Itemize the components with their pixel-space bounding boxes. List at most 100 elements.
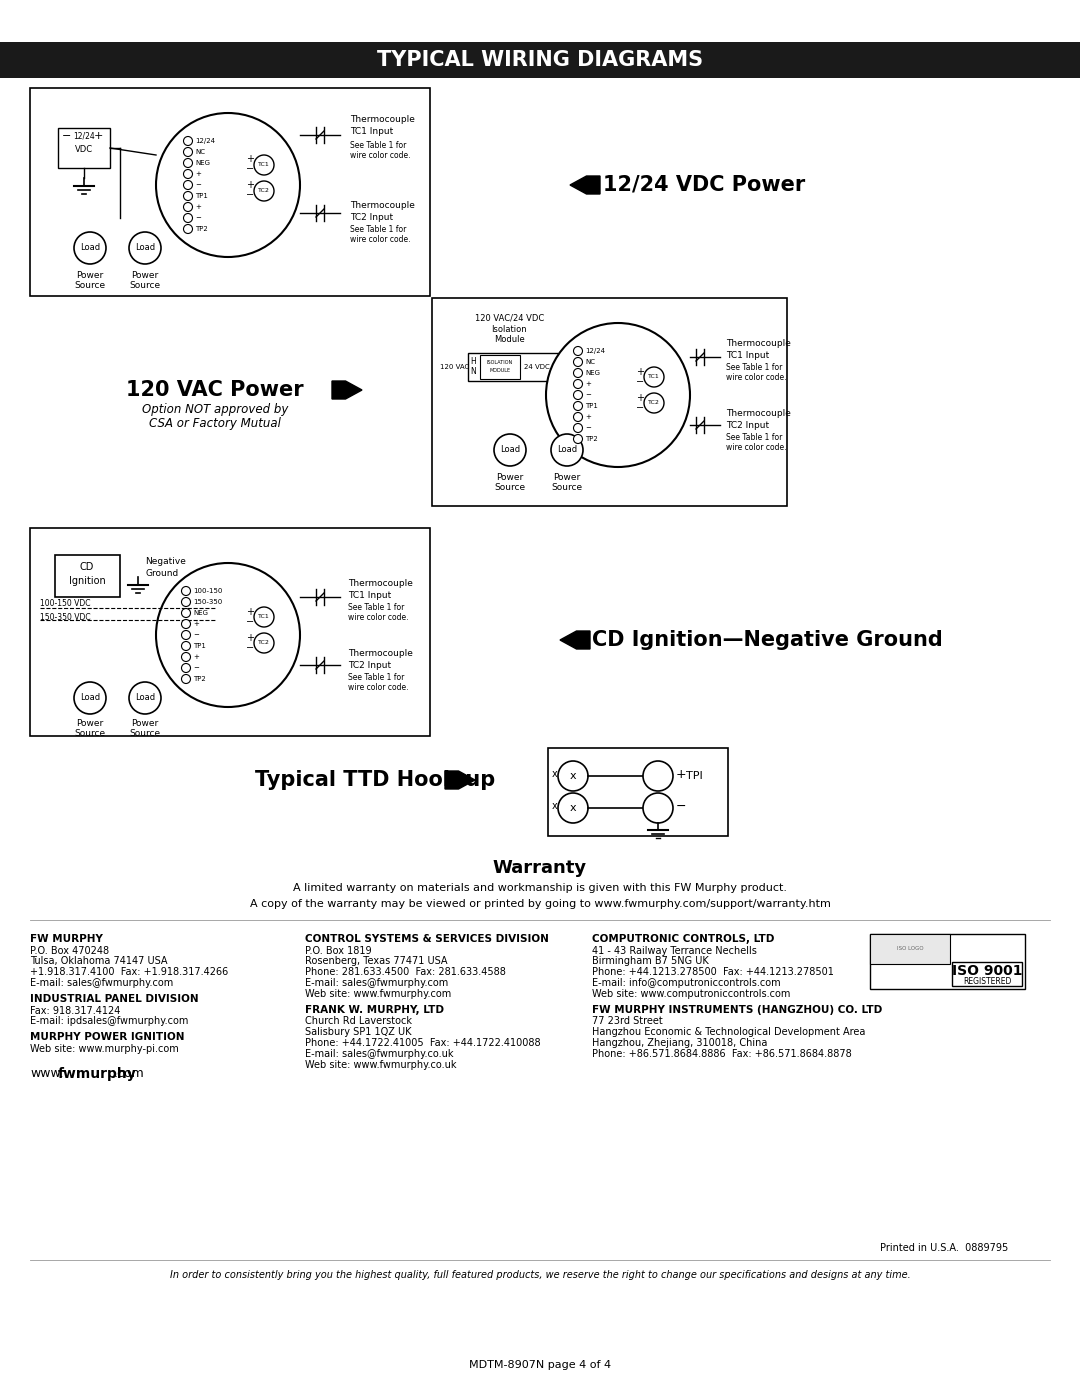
Text: −: − — [193, 631, 199, 638]
Text: −: − — [246, 190, 254, 200]
Circle shape — [184, 137, 192, 145]
Text: Power: Power — [553, 474, 581, 482]
Circle shape — [573, 369, 582, 377]
Text: NEG: NEG — [193, 610, 208, 616]
Text: −: − — [195, 215, 201, 221]
Text: +: + — [195, 204, 201, 210]
Text: Tulsa, Oklahoma 74147 USA: Tulsa, Oklahoma 74147 USA — [30, 957, 167, 967]
Text: +1.918.317.4100  Fax: +1.918.317.4266: +1.918.317.4100 Fax: +1.918.317.4266 — [30, 967, 228, 978]
Text: Load: Load — [500, 446, 521, 454]
Text: TC1: TC1 — [258, 615, 270, 619]
Bar — [870, 935, 1025, 989]
Text: fwmurphy: fwmurphy — [58, 1067, 137, 1081]
Text: +: + — [246, 633, 254, 643]
Text: TP2: TP2 — [193, 676, 206, 682]
Text: wire color code.: wire color code. — [348, 612, 408, 622]
Text: Ignition: Ignition — [69, 576, 106, 585]
Text: 150-350 VDC: 150-350 VDC — [40, 613, 91, 623]
Text: P.O. Box 470248: P.O. Box 470248 — [30, 946, 109, 956]
Text: +: + — [585, 381, 591, 387]
Text: Web site: www.murphy-pi.com: Web site: www.murphy-pi.com — [30, 1044, 179, 1053]
Text: Load: Load — [80, 693, 100, 703]
Text: wire color code.: wire color code. — [350, 151, 410, 159]
Circle shape — [181, 652, 190, 662]
Text: Source: Source — [130, 282, 161, 291]
Text: INDUSTRIAL PANEL DIVISION: INDUSTRIAL PANEL DIVISION — [30, 995, 199, 1004]
Circle shape — [573, 412, 582, 422]
Circle shape — [181, 630, 190, 640]
Text: Thermocouple: Thermocouple — [348, 648, 413, 658]
Text: +: + — [636, 367, 644, 377]
Text: −: − — [636, 402, 644, 414]
Text: Typical TTD Hook-up: Typical TTD Hook-up — [255, 770, 496, 789]
Text: 12/24: 12/24 — [195, 138, 215, 144]
Text: NEG: NEG — [585, 370, 600, 376]
Text: −: − — [62, 131, 71, 141]
Text: ISO LOGO: ISO LOGO — [896, 947, 923, 951]
Text: Thermocouple: Thermocouple — [350, 201, 415, 210]
Circle shape — [184, 148, 192, 156]
Text: TC1 Input: TC1 Input — [348, 591, 391, 599]
Text: Church Rd Laverstock: Church Rd Laverstock — [305, 1017, 411, 1027]
Circle shape — [181, 587, 190, 595]
Text: TC2: TC2 — [648, 401, 660, 405]
Bar — [548, 747, 728, 835]
FancyArrow shape — [561, 631, 590, 650]
Circle shape — [573, 346, 582, 355]
Text: Load: Load — [80, 243, 100, 253]
Circle shape — [129, 232, 161, 264]
Text: Load: Load — [135, 693, 156, 703]
Text: See Table 1 for: See Table 1 for — [350, 225, 406, 235]
Text: Negative: Negative — [145, 557, 186, 567]
Text: −: − — [246, 643, 254, 652]
Bar — [432, 298, 787, 506]
Circle shape — [184, 214, 192, 222]
Text: 12/24: 12/24 — [73, 131, 95, 141]
Text: TC2 Input: TC2 Input — [348, 661, 391, 669]
Text: +: + — [246, 608, 254, 617]
Text: Salisbury SP1 1QZ UK: Salisbury SP1 1QZ UK — [305, 1027, 411, 1038]
Circle shape — [184, 203, 192, 211]
Text: H: H — [470, 356, 476, 366]
Text: See Table 1 for: See Table 1 for — [350, 141, 406, 149]
Text: Phone: 281.633.4500  Fax: 281.633.4588: Phone: 281.633.4500 Fax: 281.633.4588 — [305, 967, 505, 978]
Text: +: + — [94, 131, 104, 141]
Text: Web site: www.fwmurphy.com: Web site: www.fwmurphy.com — [305, 989, 451, 999]
Circle shape — [129, 682, 161, 714]
Circle shape — [644, 393, 664, 414]
Circle shape — [181, 641, 190, 651]
Text: Web site: www.fwmurphy.co.uk: Web site: www.fwmurphy.co.uk — [305, 1060, 457, 1070]
Text: Rosenberg, Texas 77471 USA: Rosenberg, Texas 77471 USA — [305, 957, 447, 967]
Text: Hangzhou, Zhejiang, 310018, China: Hangzhou, Zhejiang, 310018, China — [592, 1038, 768, 1048]
Text: −: − — [246, 163, 254, 175]
Text: A copy of the warranty may be viewed or printed by going to www.fwmurphy.com/sup: A copy of the warranty may be viewed or … — [249, 900, 831, 909]
Text: 120 VAC: 120 VAC — [440, 365, 469, 370]
Text: TPI: TPI — [686, 771, 703, 781]
Text: 120 VAC/24 VDC: 120 VAC/24 VDC — [475, 313, 544, 323]
Circle shape — [494, 434, 526, 467]
Text: 120 VAC Power: 120 VAC Power — [126, 380, 303, 400]
Circle shape — [156, 113, 300, 257]
Text: MDTM-8907N page 4 of 4: MDTM-8907N page 4 of 4 — [469, 1361, 611, 1370]
Text: 150-350: 150-350 — [193, 599, 222, 605]
Text: TP2: TP2 — [585, 436, 597, 441]
Text: MURPHY POWER IGNITION: MURPHY POWER IGNITION — [30, 1032, 185, 1042]
Text: Hangzhou Economic & Technological Development Area: Hangzhou Economic & Technological Develo… — [592, 1027, 865, 1038]
Text: See Table 1 for: See Table 1 for — [726, 433, 782, 441]
Text: Power: Power — [132, 719, 159, 728]
Circle shape — [181, 675, 190, 683]
Text: Source: Source — [130, 729, 161, 739]
Text: −: − — [676, 799, 687, 813]
Bar — [480, 355, 519, 379]
Text: TP1: TP1 — [585, 402, 598, 409]
Text: In order to consistently bring you the highest quality, full featured products, : In order to consistently bring you the h… — [170, 1270, 910, 1280]
Text: 100-150: 100-150 — [193, 588, 222, 594]
Text: ISO 9001: ISO 9001 — [951, 964, 1023, 978]
Text: TC1: TC1 — [258, 162, 270, 168]
Circle shape — [75, 682, 106, 714]
Text: Power: Power — [77, 719, 104, 728]
Circle shape — [254, 633, 274, 652]
Text: See Table 1 for: See Table 1 for — [348, 672, 404, 682]
Text: CD: CD — [80, 562, 94, 571]
Text: E-mail: ipdsales@fwmurphy.com: E-mail: ipdsales@fwmurphy.com — [30, 1017, 188, 1027]
